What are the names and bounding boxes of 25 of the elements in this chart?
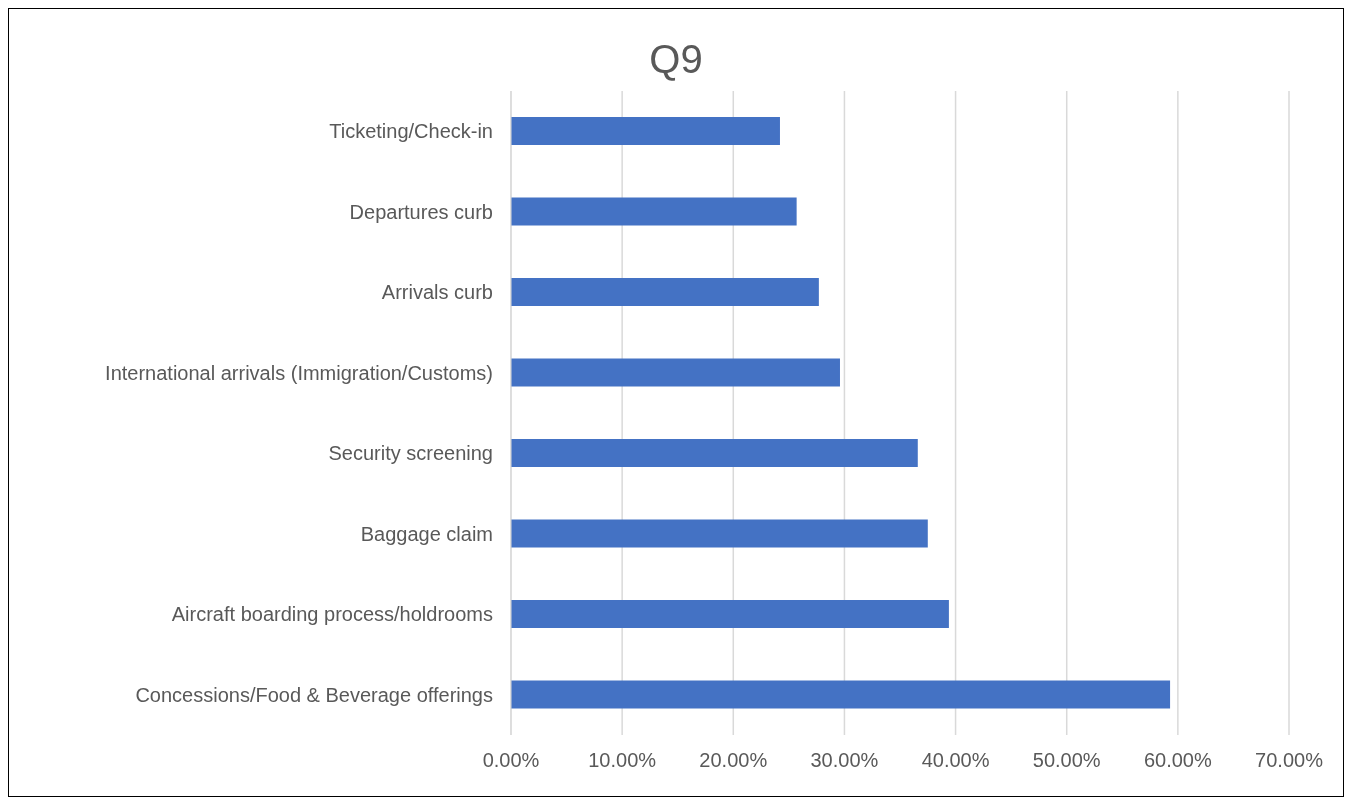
x-tick-label: 40.00% (921, 749, 990, 772)
y-tick-label: Ticketing/Check-in (329, 120, 493, 143)
bar (511, 519, 928, 548)
y-tick-label: Security screening (328, 442, 493, 465)
y-tick-label: Aircraft boarding process/holdrooms (171, 603, 493, 626)
bar (511, 358, 840, 387)
chart-title: Q9 (648, 36, 704, 81)
bar (511, 117, 780, 145)
y-tick-label: Concessions/Food & Beverage offerings (135, 683, 493, 706)
bar (511, 600, 949, 628)
bar (511, 278, 819, 306)
bar (511, 197, 797, 226)
x-tick-label: 60.00% (1143, 749, 1212, 772)
x-tick-label: 30.00% (810, 749, 879, 772)
x-tick-label: 50.00% (1032, 749, 1101, 772)
x-tick-label: 10.00% (588, 749, 657, 772)
y-tick-label: Baggage claim (360, 522, 493, 545)
y-tick-label: International arrivals (Immigration/Customs) (105, 361, 493, 384)
x-tick-label: 70.00% (1255, 749, 1324, 772)
bar (511, 680, 1171, 709)
bar (511, 439, 918, 467)
x-tick-label: 20.00% (699, 749, 768, 772)
y-tick-label: Departures curb (349, 200, 493, 223)
x-tick-label: 0.00% (482, 749, 540, 772)
y-tick-label: Arrivals curb (381, 281, 493, 304)
